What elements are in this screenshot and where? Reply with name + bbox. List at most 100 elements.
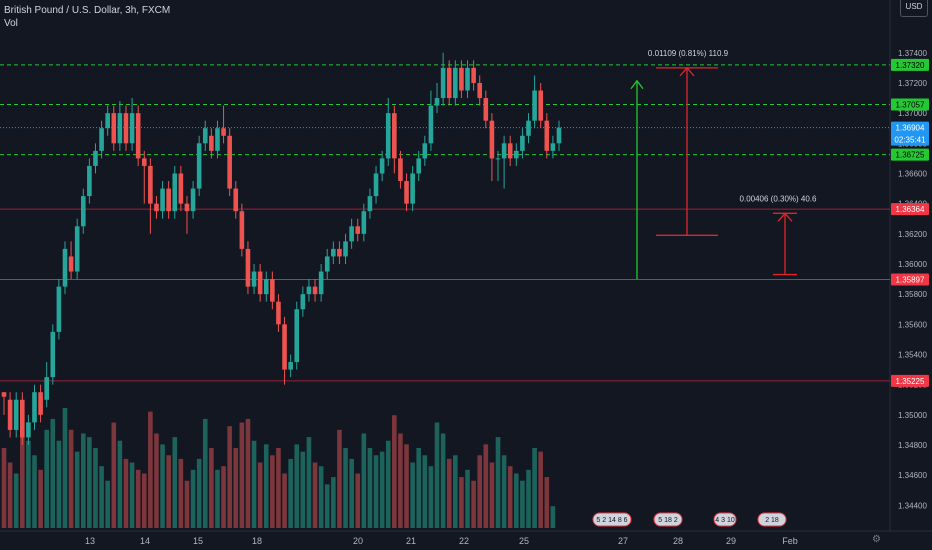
candle-body[interactable] <box>282 324 287 370</box>
candle-body[interactable] <box>331 248 336 257</box>
candle-body[interactable] <box>184 203 190 212</box>
candle-body[interactable] <box>532 90 537 121</box>
current-price-tag-bg[interactable] <box>891 121 929 146</box>
economic-event-badge[interactable] <box>757 512 787 527</box>
candle-body[interactable] <box>398 158 403 182</box>
candle-body[interactable] <box>129 113 135 144</box>
candle-body[interactable] <box>190 188 196 212</box>
candle-body[interactable] <box>56 286 62 332</box>
candle-body[interactable] <box>209 135 214 151</box>
candle-body[interactable] <box>544 120 550 151</box>
candle-body[interactable] <box>440 67 446 99</box>
candle-body[interactable] <box>556 127 562 144</box>
economic-event-badge[interactable] <box>592 512 632 527</box>
candle-body[interactable] <box>349 226 354 242</box>
candle-body[interactable] <box>312 286 318 295</box>
candle-body[interactable] <box>105 113 110 129</box>
candle-body[interactable] <box>422 143 428 159</box>
candle-body[interactable] <box>276 301 281 325</box>
volume-indicator-label[interactable]: Vol <box>4 18 18 29</box>
candle-body[interactable] <box>538 90 544 121</box>
candle-body[interactable] <box>416 158 422 174</box>
candle-body[interactable] <box>367 196 373 212</box>
candle-body[interactable] <box>355 226 361 234</box>
candle-body[interactable] <box>245 248 251 287</box>
candle-body[interactable] <box>520 135 525 151</box>
price-level-tag-bg[interactable] <box>891 58 929 71</box>
candle-body[interactable] <box>74 226 80 272</box>
price-level-tag-bg[interactable] <box>891 203 929 216</box>
candle-body[interactable] <box>343 241 348 257</box>
candle-body[interactable] <box>196 143 202 189</box>
candle-body[interactable] <box>257 271 263 295</box>
candle-body[interactable] <box>507 143 513 159</box>
candle-body[interactable] <box>324 256 330 272</box>
economic-event-badge[interactable] <box>653 512 683 527</box>
candle-body[interactable] <box>318 271 324 295</box>
candle-body[interactable] <box>251 271 257 287</box>
candle-body[interactable] <box>1 392 7 397</box>
candle-body[interactable] <box>172 173 178 212</box>
candle-body[interactable] <box>239 211 245 249</box>
candle-body[interactable] <box>68 256 74 272</box>
candle-body[interactable] <box>514 150 519 159</box>
candle-body[interactable] <box>306 286 312 295</box>
candle-body[interactable] <box>123 113 129 144</box>
candle-body[interactable] <box>453 67 458 99</box>
candle-body[interactable] <box>202 128 208 144</box>
candle-body[interactable] <box>221 128 226 136</box>
candle-body[interactable] <box>428 105 434 144</box>
candle-body[interactable] <box>117 113 123 144</box>
currency-label[interactable]: USD <box>900 0 928 17</box>
candle-body[interactable] <box>38 392 43 415</box>
candle-body[interactable] <box>288 362 293 370</box>
candle-body[interactable] <box>141 158 147 166</box>
price-level-tag-bg[interactable] <box>891 273 929 286</box>
candle-body[interactable] <box>526 120 531 136</box>
candle-body[interactable] <box>166 188 171 212</box>
candle-body[interactable] <box>87 165 92 197</box>
candle-body[interactable] <box>7 399 13 430</box>
candle-body[interactable] <box>233 188 239 212</box>
candle-body[interactable] <box>459 67 464 91</box>
candle-body[interactable] <box>50 331 56 378</box>
candle-body[interactable] <box>495 158 501 160</box>
price-level-tag-bg[interactable] <box>891 148 929 161</box>
candle-body[interactable] <box>392 113 397 159</box>
candle-body[interactable] <box>93 150 98 166</box>
economic-event-badge[interactable] <box>713 512 737 527</box>
candle-body[interactable] <box>270 279 275 302</box>
candle-body[interactable] <box>489 120 495 159</box>
candle-body[interactable] <box>13 399 19 430</box>
price-level-tag-bg[interactable] <box>891 98 929 111</box>
candle-body[interactable] <box>62 248 68 287</box>
candle-body[interactable] <box>227 135 232 189</box>
candle-body[interactable] <box>434 98 440 106</box>
symbol-title[interactable]: British Pound / U.S. Dollar, 3h, FXCM <box>4 5 171 16</box>
candle-body[interactable] <box>99 128 104 151</box>
candle-body[interactable] <box>215 128 220 151</box>
candle-body[interactable] <box>154 203 159 212</box>
candle-body[interactable] <box>160 188 165 212</box>
candle-body[interactable] <box>404 181 409 204</box>
candle-body[interactable] <box>337 248 342 257</box>
candle-body[interactable] <box>294 309 300 363</box>
candle-body[interactable] <box>19 399 25 438</box>
candle-body[interactable] <box>300 294 306 310</box>
candle-body[interactable] <box>263 279 269 295</box>
candle-body[interactable] <box>80 196 86 227</box>
candle-body[interactable] <box>178 173 184 204</box>
candle-body[interactable] <box>471 67 476 83</box>
candle-body[interactable] <box>550 143 556 151</box>
candle-body[interactable] <box>135 113 141 159</box>
price-level-tag-bg[interactable] <box>891 374 929 387</box>
candle-body[interactable] <box>373 173 379 197</box>
candle-body[interactable] <box>385 113 391 159</box>
candle-body[interactable] <box>32 392 37 423</box>
candle-body[interactable] <box>477 82 483 99</box>
candle-body[interactable] <box>446 67 452 99</box>
candle-body[interactable] <box>501 143 507 159</box>
candle-body[interactable] <box>483 98 489 121</box>
candle-body[interactable] <box>410 173 415 204</box>
